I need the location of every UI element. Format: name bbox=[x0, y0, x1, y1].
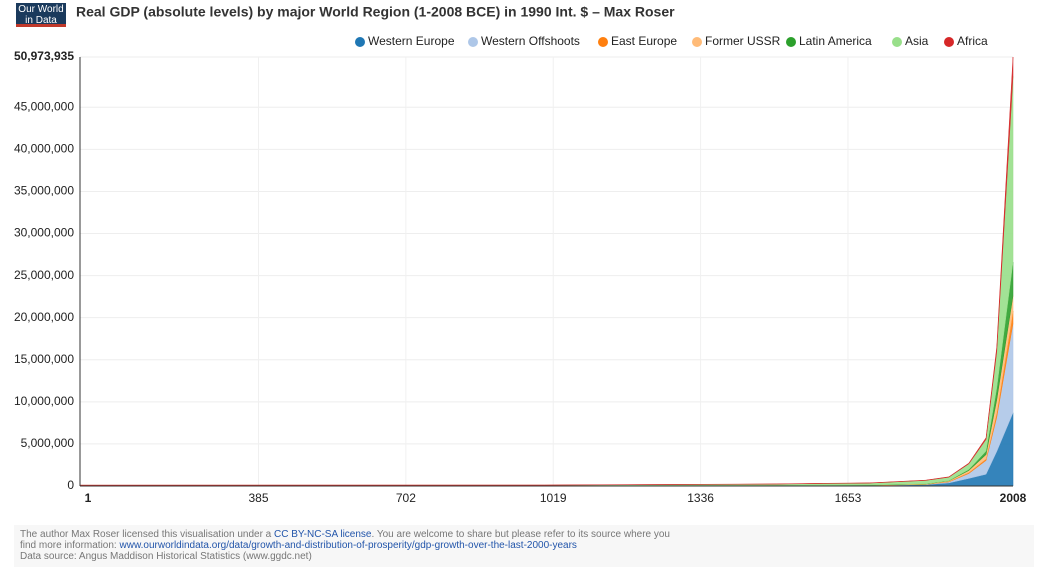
legend-label[interactable]: Asia bbox=[905, 34, 929, 48]
chart: Real GDP (absolute levels) by major Worl… bbox=[14, 4, 1027, 505]
x-tick-label: 1 bbox=[85, 491, 92, 505]
area bbox=[79, 323, 1014, 487]
x-tick-label: 702 bbox=[396, 491, 416, 505]
y-tick-label: 30,000,000 bbox=[14, 226, 74, 240]
area bbox=[79, 56, 1014, 486]
y-tick-label: 5,000,000 bbox=[21, 436, 75, 450]
y-tick-label: 45,000,000 bbox=[14, 99, 74, 113]
area bbox=[79, 76, 1014, 487]
source-link[interactable]: www.ourworldindata.org/data/growth-and-d… bbox=[119, 540, 577, 551]
x-tick-label: 1653 bbox=[835, 491, 862, 505]
footer: The author Max Roser licensed this visua… bbox=[14, 525, 1034, 567]
y-tick-label: 20,000,000 bbox=[14, 310, 74, 324]
y-tick-label: 40,000,000 bbox=[14, 142, 74, 156]
legend-label[interactable]: Former USSR bbox=[705, 34, 781, 48]
legend-marker[interactable] bbox=[692, 37, 702, 47]
legend-label[interactable]: Western Europe bbox=[368, 34, 455, 48]
legend-marker[interactable] bbox=[468, 37, 478, 47]
footer-text: Data source: Angus Maddison Historical S… bbox=[20, 551, 312, 562]
area bbox=[79, 412, 1014, 487]
area bbox=[79, 310, 1014, 487]
y-tick-label: 50,973,935 bbox=[14, 49, 74, 63]
legend-label[interactable]: East Europe bbox=[611, 34, 677, 48]
chart-title: Real GDP (absolute levels) by major Worl… bbox=[76, 4, 675, 20]
y-tick-label: 15,000,000 bbox=[14, 352, 74, 366]
legend-label[interactable]: Africa bbox=[957, 34, 988, 48]
footer-text: The author Max Roser licensed this visua… bbox=[20, 529, 272, 540]
area bbox=[79, 295, 1014, 487]
x-tick-label: 1019 bbox=[540, 491, 567, 505]
x-tick-label: 385 bbox=[248, 491, 268, 505]
legend-marker[interactable] bbox=[786, 37, 796, 47]
legend-marker[interactable] bbox=[892, 37, 902, 47]
y-tick-label: 35,000,000 bbox=[14, 184, 74, 198]
legend-label[interactable]: Western Offshoots bbox=[481, 34, 580, 48]
x-tick-label: 2008 bbox=[1000, 491, 1027, 505]
legend-marker[interactable] bbox=[355, 37, 365, 47]
legend-label[interactable]: Latin America bbox=[799, 34, 872, 48]
logo: Our World in Data bbox=[16, 3, 66, 27]
footer-text: find more information: bbox=[20, 540, 117, 551]
y-tick-label: 10,000,000 bbox=[14, 394, 74, 408]
license-link[interactable]: CC BY-NC-SA license bbox=[274, 529, 372, 540]
footer-text: . You are welcome to share but please re… bbox=[371, 529, 670, 540]
legend-marker[interactable] bbox=[944, 37, 954, 47]
y-tick-label: 0 bbox=[67, 478, 74, 492]
x-tick-label: 1336 bbox=[687, 491, 714, 505]
y-tick-label: 25,000,000 bbox=[14, 268, 74, 282]
area bbox=[79, 262, 1014, 487]
legend-marker[interactable] bbox=[598, 37, 608, 47]
